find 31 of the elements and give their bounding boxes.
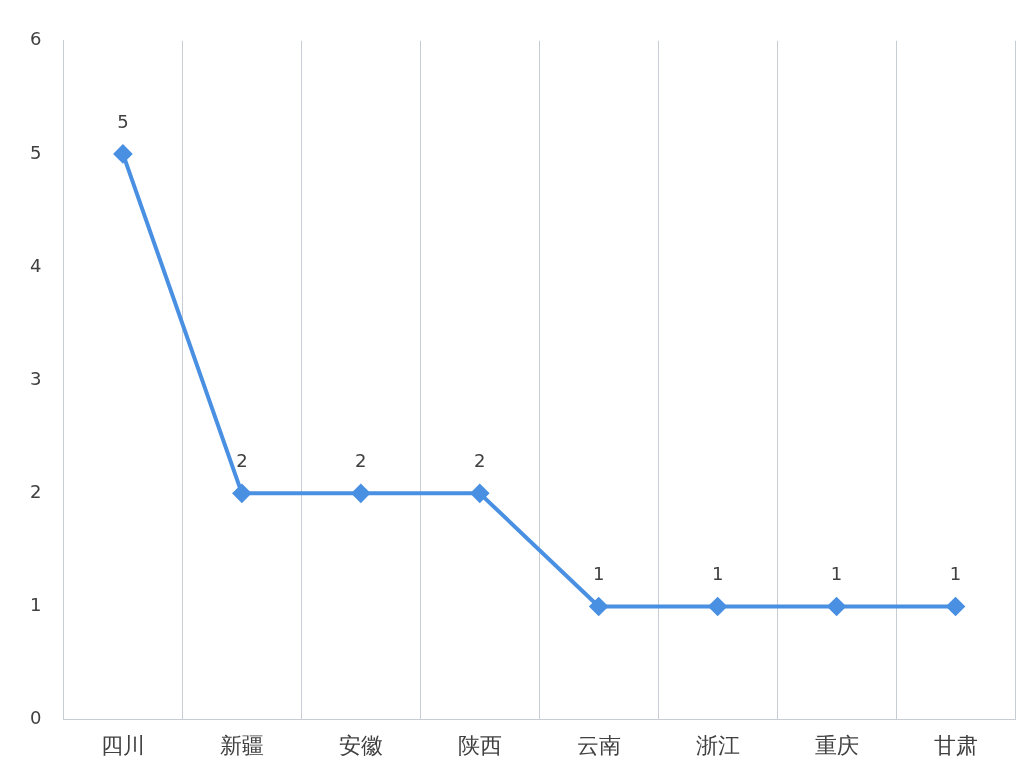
x-tick-label: 安徽 xyxy=(338,732,383,758)
y-tick-label: 6 xyxy=(30,28,42,50)
point xyxy=(351,484,370,503)
x-tick-label: 重庆 xyxy=(814,732,859,758)
x-tick-label: 云南 xyxy=(576,732,621,758)
x-tick-label: 四川 xyxy=(100,732,145,758)
y-tick-label: 1 xyxy=(30,594,42,616)
data-label: 1 xyxy=(949,563,962,585)
x-tick-label: 陕西 xyxy=(457,732,502,758)
data-label: 1 xyxy=(711,563,724,585)
y-tick-label: 2 xyxy=(30,481,42,503)
data-label: 5 xyxy=(117,110,129,132)
point xyxy=(946,597,965,616)
y-tick-label: 4 xyxy=(30,254,42,276)
data-label: 2 xyxy=(474,450,486,472)
y-tick-label: 5 xyxy=(30,141,42,163)
data-label: 1 xyxy=(592,563,605,585)
point xyxy=(708,597,727,616)
x-tick-label: 浙江 xyxy=(695,732,740,758)
y-tick-label: 0 xyxy=(30,707,42,729)
y-tick-label: 3 xyxy=(30,367,42,389)
point xyxy=(470,484,489,503)
data-label: 1 xyxy=(830,563,843,585)
point xyxy=(232,484,251,503)
data-label: 2 xyxy=(236,450,248,472)
x-tick-label: 新疆 xyxy=(219,732,264,758)
x-tick-label: 甘肃 xyxy=(933,732,978,758)
point xyxy=(113,144,132,163)
point xyxy=(827,597,846,616)
data-label: 2 xyxy=(355,450,367,472)
point xyxy=(589,597,608,616)
